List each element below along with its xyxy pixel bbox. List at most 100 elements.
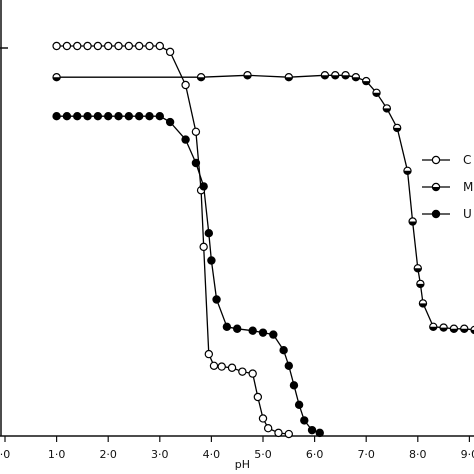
x-tick-label: 9·0 — [461, 448, 474, 461]
marker-half-fill — [321, 75, 329, 79]
marker-half-fill — [450, 328, 458, 333]
marker-half-fill — [352, 77, 360, 81]
data-point-M — [413, 264, 422, 273]
data-point-M — [341, 71, 350, 80]
x-tick-label: 7·0 — [357, 448, 375, 461]
series-points — [52, 41, 474, 439]
marker-half-fill — [372, 92, 381, 97]
marker-half-fill — [403, 170, 412, 175]
marker-half-fill — [285, 77, 293, 81]
marker-half-fill — [383, 108, 391, 112]
data-point-U — [114, 111, 123, 121]
x-tick-label: 1·0 — [48, 448, 66, 461]
data-point-C — [238, 367, 247, 376]
data-point-U — [124, 111, 134, 121]
data-point-C — [217, 362, 226, 371]
data-point-M — [416, 279, 425, 289]
marker-half-fill — [440, 327, 448, 332]
legend-label: M — [463, 180, 473, 194]
data-point-U — [248, 326, 257, 335]
marker-half-fill — [393, 127, 401, 132]
data-point-M — [460, 324, 469, 333]
marker-half-fill — [362, 81, 370, 85]
data-point-M — [331, 71, 340, 80]
legend-label: C — [463, 153, 471, 167]
data-point-C — [134, 41, 144, 51]
data-point-C — [191, 127, 201, 136]
data-point-C — [227, 363, 237, 372]
data-point-M — [284, 72, 293, 82]
legend-marker — [431, 182, 441, 192]
x-tick-label: 6·0 — [306, 448, 324, 461]
marker-half-fill — [53, 77, 61, 81]
data-point-U — [155, 111, 164, 121]
data-point-C — [181, 80, 190, 90]
x-tick-label: ·0 — [0, 448, 10, 461]
data-point-C — [165, 47, 175, 57]
series-curves — [56, 45, 474, 435]
data-point-U — [145, 111, 154, 121]
marker-half-fill — [243, 75, 252, 79]
data-point-M — [408, 217, 417, 226]
x-tick-label: 4·0 — [203, 448, 221, 461]
data-point-M — [196, 72, 206, 82]
series-line-U — [56, 115, 321, 434]
data-point-U — [103, 111, 113, 121]
data-point-U — [307, 425, 317, 435]
marker-half-fill — [432, 187, 440, 191]
data-point-M — [243, 71, 252, 80]
data-point-M — [439, 323, 448, 332]
data-point-M — [351, 72, 361, 82]
legend-marker — [431, 209, 441, 219]
data-point-U — [258, 328, 268, 337]
plot-frame — [0, 0, 474, 437]
data-point-C — [209, 361, 219, 370]
data-point-M — [382, 104, 392, 113]
data-point-U — [181, 135, 190, 144]
data-point-U — [93, 111, 103, 121]
data-point-U — [289, 381, 299, 390]
data-point-U — [279, 346, 288, 355]
data-point-C — [73, 41, 82, 51]
data-point-C — [83, 41, 92, 51]
x-tick-label: 8·0 — [409, 448, 427, 461]
x-axis-ticks: ·0 1·0 2·0 3·0 4·0 5·0 6·0 7·0 8·0 9·0 — [0, 436, 474, 461]
data-point-U — [199, 182, 208, 191]
marker-half-fill — [416, 283, 424, 288]
data-point-U — [222, 322, 232, 331]
data-point-C — [124, 41, 134, 51]
marker-half-fill — [460, 328, 468, 333]
data-point-U — [294, 400, 304, 409]
data-point-C — [274, 428, 283, 438]
data-point-U — [212, 295, 221, 304]
x-axis-title: pH — [235, 458, 250, 471]
data-point-U — [284, 361, 293, 370]
data-point-U — [73, 111, 82, 121]
data-point-C — [204, 349, 214, 359]
marker-half-fill — [331, 75, 339, 79]
data-point-U — [191, 158, 201, 168]
data-point-M — [429, 322, 438, 331]
data-point-M — [418, 299, 428, 308]
marker-half-fill — [419, 303, 427, 307]
data-point-M — [403, 166, 412, 175]
data-point-C — [284, 429, 293, 439]
data-point-M — [320, 71, 330, 80]
data-point-C — [103, 41, 113, 51]
data-point-M — [470, 325, 474, 335]
data-point-M — [372, 88, 381, 98]
data-point-U — [269, 330, 278, 339]
data-point-U — [315, 428, 324, 438]
marker-half-fill — [414, 268, 422, 272]
data-point-C — [199, 242, 208, 252]
x-tick-label: 3·0 — [151, 448, 169, 461]
data-point-M — [362, 76, 371, 86]
x-tick-label: 5·0 — [254, 448, 272, 461]
marker-half-fill — [470, 329, 474, 334]
data-point-U — [207, 256, 216, 265]
x-tick-label: 2·0 — [99, 448, 117, 461]
marker-half-fill — [429, 326, 437, 331]
data-point-C — [114, 41, 123, 51]
legend-marker — [431, 155, 441, 165]
data-point-M — [449, 324, 459, 333]
